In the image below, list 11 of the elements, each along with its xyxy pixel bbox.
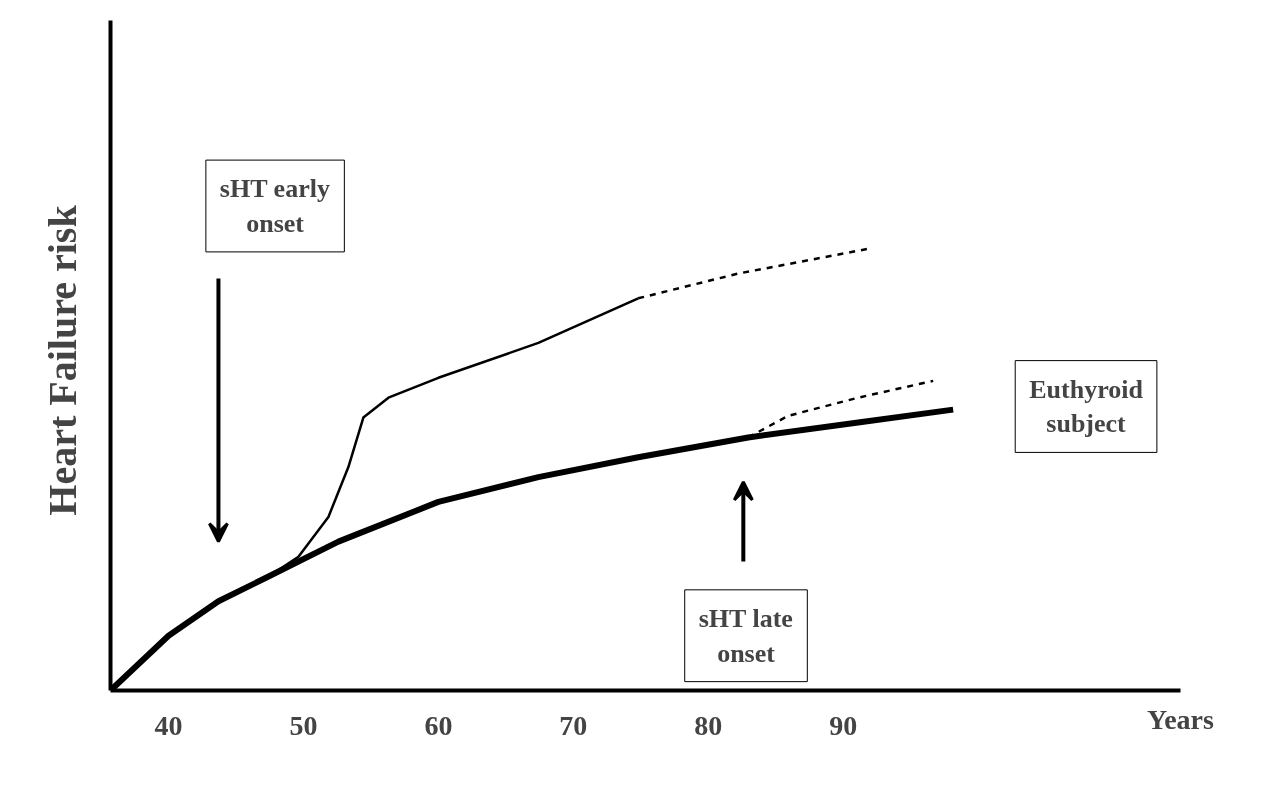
annotation: sHT late onset bbox=[698, 603, 793, 668]
x-tick-label: 90 bbox=[829, 709, 858, 741]
text: sHT early onset bbox=[219, 174, 330, 238]
annotation: Euthyroid subject bbox=[1029, 374, 1144, 439]
x-tick-label: 50 bbox=[289, 709, 318, 741]
x-axis-title: Years bbox=[1147, 703, 1215, 735]
y-axis-title: Heart Failure risk bbox=[39, 204, 85, 516]
x-tick-label: 70 bbox=[559, 709, 588, 741]
x-tick-label: 40 bbox=[154, 709, 183, 741]
x-tick-label: 80 bbox=[694, 709, 723, 741]
x-tick-label: 60 bbox=[424, 709, 453, 741]
